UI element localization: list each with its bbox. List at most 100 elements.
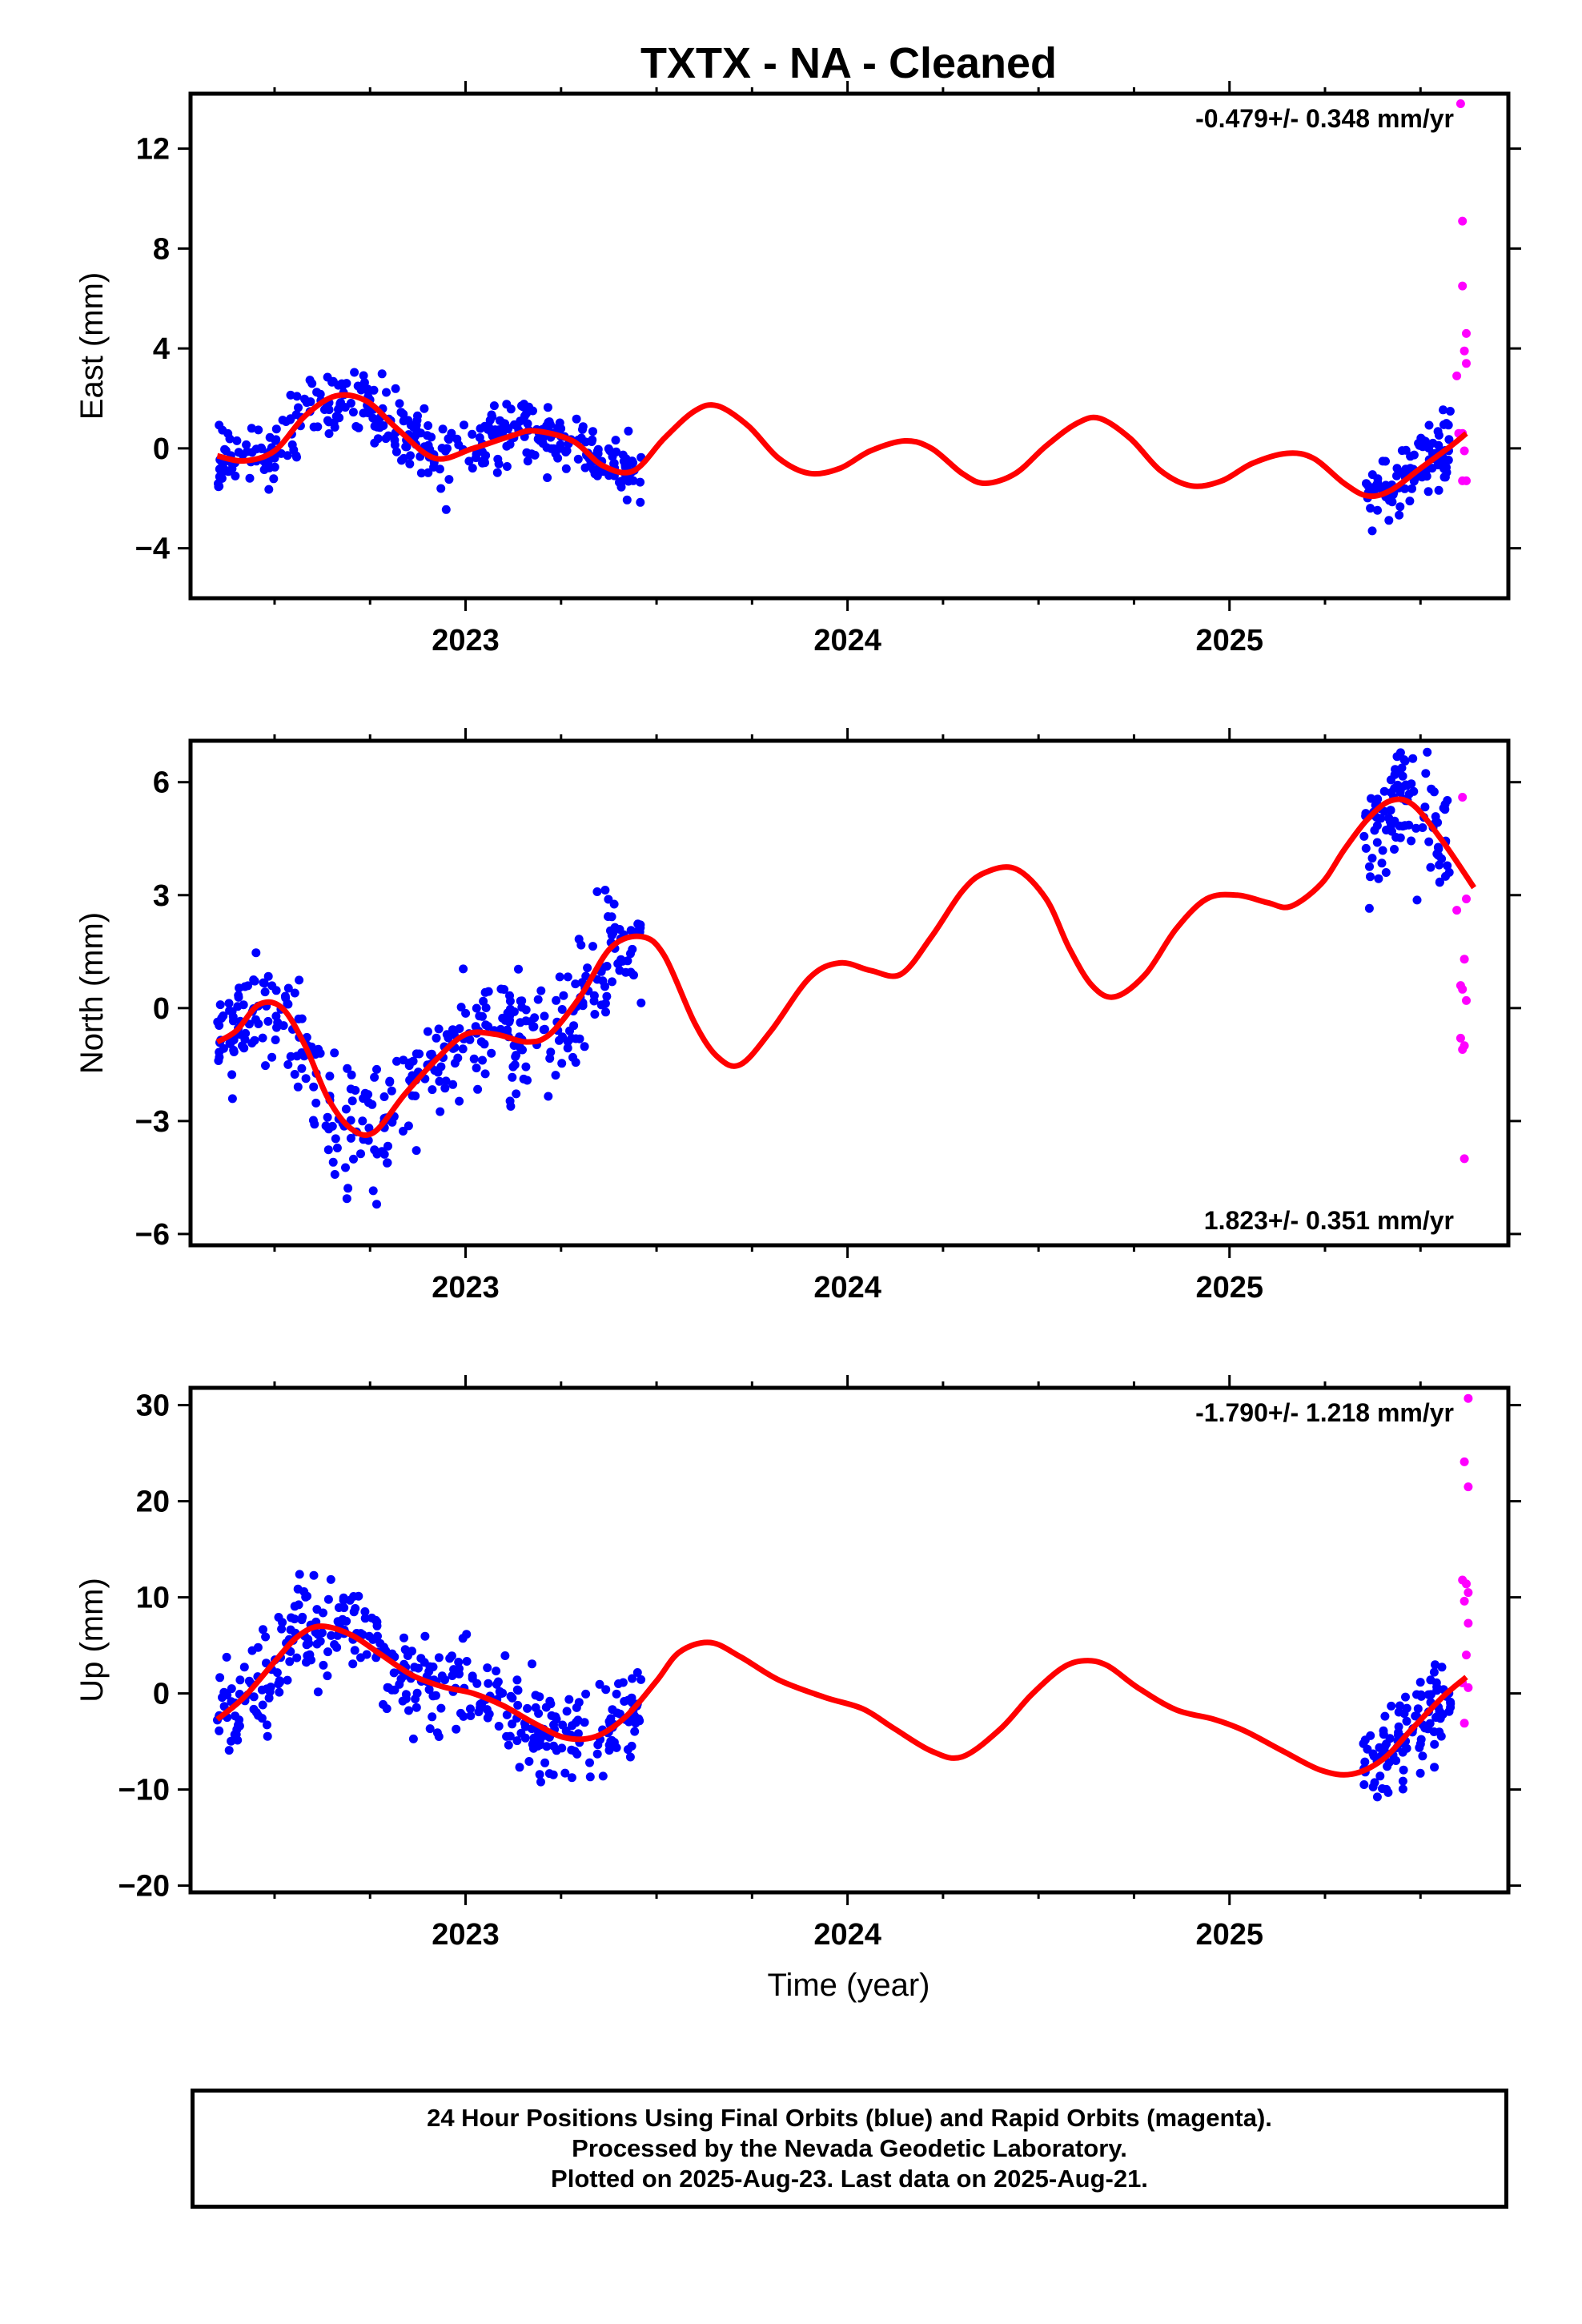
final-point bbox=[564, 1695, 574, 1704]
final-point bbox=[512, 1089, 521, 1099]
final-point bbox=[484, 987, 493, 996]
final-point bbox=[1432, 1686, 1442, 1695]
final-point bbox=[557, 1005, 567, 1014]
final-point bbox=[264, 485, 274, 494]
final-point bbox=[377, 1147, 387, 1156]
final-point bbox=[239, 1000, 248, 1010]
final-point bbox=[408, 1071, 417, 1080]
final-point bbox=[1360, 1757, 1370, 1767]
final-point bbox=[1381, 480, 1391, 490]
final-point bbox=[628, 1674, 637, 1683]
north-final-points bbox=[213, 747, 1476, 1209]
final-point bbox=[1379, 806, 1389, 816]
final-point bbox=[614, 1679, 623, 1688]
final-point bbox=[319, 1660, 328, 1670]
final-point bbox=[1384, 814, 1394, 823]
final-point bbox=[600, 886, 610, 895]
east-rate-annotation: -0.479+/- 0.348 mm/yr bbox=[1195, 104, 1454, 133]
final-point bbox=[524, 1757, 534, 1766]
final-point bbox=[578, 424, 587, 434]
north-y-axis-label: North (mm) bbox=[74, 912, 110, 1074]
final-point bbox=[508, 1072, 517, 1082]
final-point bbox=[219, 1011, 228, 1020]
final-point bbox=[558, 1720, 568, 1730]
final-point bbox=[256, 443, 266, 452]
y-tick-label: 0 bbox=[153, 992, 170, 1026]
final-point bbox=[227, 1094, 237, 1104]
final-point bbox=[1380, 1711, 1390, 1721]
final-point bbox=[590, 469, 600, 479]
final-point bbox=[280, 991, 290, 1001]
final-point bbox=[247, 424, 256, 433]
final-point bbox=[608, 452, 617, 461]
final-point bbox=[325, 1072, 335, 1081]
final-point bbox=[1435, 860, 1444, 870]
final-point bbox=[562, 1707, 572, 1716]
y-tick-label: 20 bbox=[136, 1486, 170, 1519]
final-point bbox=[231, 1711, 240, 1721]
final-point bbox=[495, 1687, 504, 1696]
final-point bbox=[480, 1039, 489, 1049]
final-point bbox=[338, 1614, 347, 1624]
final-point bbox=[428, 1691, 438, 1701]
final-point bbox=[372, 1064, 381, 1074]
final-point bbox=[1364, 903, 1374, 913]
final-point bbox=[1401, 1692, 1410, 1702]
y-tick-label: 3 bbox=[153, 879, 170, 913]
final-point bbox=[411, 1092, 420, 1100]
final-point bbox=[1433, 818, 1443, 827]
final-point bbox=[494, 1722, 504, 1731]
final-point bbox=[466, 1704, 475, 1714]
final-point bbox=[589, 996, 599, 1006]
final-point bbox=[468, 1674, 477, 1683]
rapid-point bbox=[1452, 371, 1462, 380]
final-point bbox=[1363, 1744, 1372, 1754]
final-point bbox=[260, 987, 270, 997]
final-point bbox=[343, 1063, 352, 1073]
final-point bbox=[1398, 1784, 1407, 1794]
final-point bbox=[215, 1052, 224, 1062]
final-point bbox=[1374, 874, 1383, 883]
final-point bbox=[1416, 1691, 1426, 1701]
final-point bbox=[455, 1024, 464, 1033]
final-point bbox=[283, 451, 292, 460]
final-point bbox=[435, 1076, 444, 1086]
rapid-point bbox=[1460, 1154, 1469, 1164]
east-model-line bbox=[216, 392, 1468, 500]
final-point bbox=[636, 497, 645, 507]
final-point bbox=[228, 1016, 238, 1026]
final-point bbox=[1379, 1730, 1388, 1739]
final-point bbox=[290, 988, 299, 998]
east-final-points bbox=[214, 99, 1471, 536]
final-point bbox=[604, 912, 612, 921]
x-tick-label: 2023 bbox=[432, 624, 500, 657]
final-point bbox=[1409, 450, 1419, 460]
final-point bbox=[533, 995, 543, 1004]
final-point bbox=[332, 1144, 342, 1152]
final-point bbox=[1416, 1735, 1426, 1744]
final-point bbox=[1390, 845, 1399, 854]
rapid-point bbox=[1452, 906, 1462, 915]
final-point bbox=[561, 464, 571, 473]
final-point bbox=[1363, 480, 1373, 490]
final-point bbox=[277, 1624, 287, 1634]
final-point bbox=[453, 1053, 463, 1063]
final-point bbox=[512, 1675, 522, 1685]
final-point bbox=[531, 1691, 540, 1700]
final-point bbox=[636, 477, 645, 487]
final-point bbox=[408, 1056, 418, 1066]
final-point bbox=[540, 1011, 549, 1021]
final-point bbox=[508, 1693, 517, 1703]
final-point bbox=[311, 1098, 321, 1108]
final-point bbox=[301, 1074, 311, 1084]
final-point bbox=[323, 416, 332, 425]
final-point bbox=[1399, 1765, 1408, 1775]
final-point bbox=[572, 414, 581, 424]
final-point bbox=[444, 435, 454, 444]
final-point bbox=[514, 964, 523, 974]
final-point bbox=[472, 1063, 481, 1073]
final-point bbox=[496, 1024, 505, 1034]
final-point bbox=[1404, 789, 1414, 798]
final-point bbox=[565, 1026, 574, 1035]
final-point bbox=[1431, 1660, 1439, 1670]
